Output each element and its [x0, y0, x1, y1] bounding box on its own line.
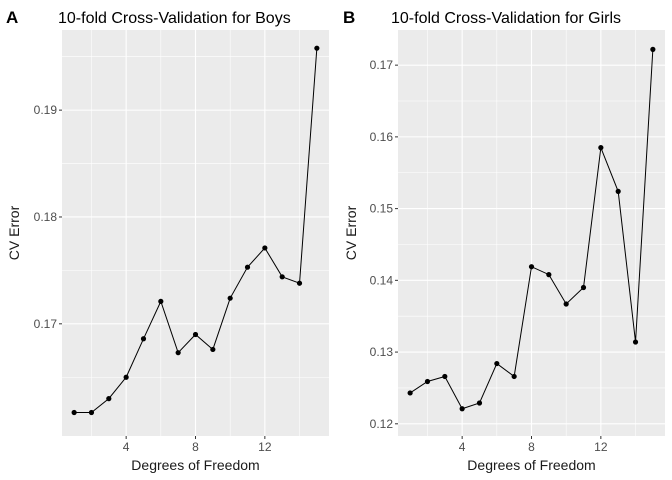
x-tick-label: 4 — [123, 440, 130, 454]
y-tick-label: 0.19 — [34, 103, 58, 117]
panel-b-marks — [407, 46, 656, 412]
data-point — [140, 336, 147, 342]
data-point — [459, 406, 465, 412]
data-point — [650, 46, 656, 52]
data-point — [175, 350, 181, 356]
panel-a-gridlines — [62, 30, 329, 436]
panel-a-y-axis-title: CV Error — [6, 205, 22, 260]
panel-a-title: 10-fold Cross-Validation for Boys — [58, 10, 291, 27]
panel-b-tag: B — [343, 8, 355, 27]
panel-a-tag: A — [6, 8, 18, 27]
data-point — [580, 284, 587, 291]
panel-b-gridlines — [398, 30, 665, 436]
data-point — [615, 188, 621, 194]
data-point — [407, 390, 413, 396]
data-point — [244, 264, 251, 270]
data-point — [563, 301, 569, 307]
x-tick-label: 8 — [528, 440, 535, 454]
data-point — [476, 400, 483, 406]
panel-b-title: 10-fold Cross-Validation for Girls — [391, 10, 621, 27]
panel-a-marks — [71, 45, 320, 416]
panel-b-ticks: 4 8 12 0.12 0.13 0.14 0.15 0.16 0.17 — [370, 58, 608, 454]
y-tick-label: 0.12 — [370, 417, 394, 431]
y-tick-label: 0.18 — [34, 210, 58, 224]
y-tick-label: 0.14 — [370, 273, 394, 287]
data-point — [279, 274, 285, 280]
x-tick-label: 12 — [258, 440, 272, 454]
data-point — [296, 280, 303, 286]
y-tick-label: 0.16 — [370, 130, 394, 144]
data-point — [546, 272, 552, 278]
x-tick-label: 8 — [192, 440, 199, 454]
y-tick-label: 0.15 — [370, 202, 394, 216]
data-point — [528, 264, 535, 270]
data-point — [511, 373, 517, 380]
data-point — [88, 409, 95, 416]
y-tick-label: 0.17 — [34, 317, 58, 331]
data-point — [314, 45, 320, 51]
data-point — [106, 396, 112, 402]
data-point — [424, 378, 431, 385]
panel-a-ticks: 4 8 12 0.17 0.18 0.19 — [34, 103, 272, 454]
data-point — [192, 331, 199, 338]
data-point — [210, 346, 216, 353]
x-tick-label: 4 — [459, 440, 466, 454]
data-point — [71, 409, 77, 416]
data-point — [632, 339, 639, 345]
panel-b-x-axis-title: Degrees of Freedom — [467, 457, 595, 473]
data-point — [598, 145, 604, 151]
y-tick-label: 0.13 — [370, 345, 394, 359]
x-tick-label: 12 — [594, 440, 608, 454]
panel-b-y-axis-title: CV Error — [343, 205, 359, 260]
data-point — [442, 373, 448, 380]
data-point — [227, 295, 233, 301]
data-point — [494, 360, 500, 367]
data-point — [123, 374, 129, 380]
y-tick-label: 0.17 — [370, 58, 394, 72]
data-point — [262, 245, 268, 251]
data-point — [158, 298, 164, 304]
panel-a-x-axis-title: Degrees of Freedom — [131, 457, 259, 473]
